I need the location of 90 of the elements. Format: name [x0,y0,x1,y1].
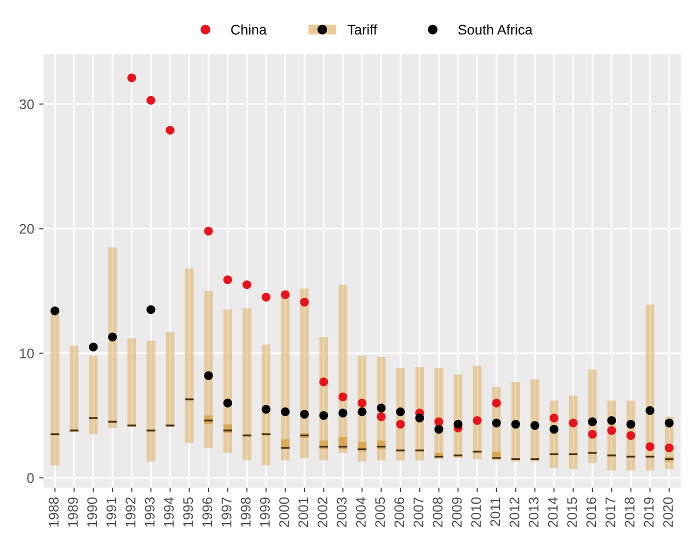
x-tick-label: 2005 [375,497,385,528]
point [242,280,252,290]
point [127,73,136,82]
point [319,411,328,420]
x-tick-label: 1995 [183,497,194,527]
point [396,407,405,416]
point [338,408,348,418]
x-tick-label: 1989 [68,497,78,527]
x-tick-label: 2007 [414,498,424,528]
x-tick-label: 2017 [606,498,616,528]
point [434,424,444,434]
point [108,332,117,342]
point [358,407,366,416]
x-tick-label: 2004 [356,497,366,528]
x-tick-label: 2000 [279,497,290,528]
point [511,420,520,429]
x-tick-label: 2013 [528,497,539,528]
point [626,420,636,429]
point [204,371,213,380]
point [204,226,213,236]
point [262,404,270,414]
point [664,418,674,428]
x-tick-label: 2010 [471,497,481,528]
x-tick-label: 1999 [260,497,270,527]
point [492,398,501,408]
point [434,417,444,426]
point [262,292,270,302]
x-tick-label: 1996 [202,497,212,527]
x-tick-label: 2001 [298,498,308,528]
point [50,306,60,316]
legend-label: Tariff [348,24,378,35]
point [280,407,290,416]
point [568,418,578,428]
point [492,418,501,428]
x-tick-label: 2012 [510,498,520,528]
point [664,444,674,452]
point [472,416,482,425]
x-tick-label: 2011 [490,498,500,526]
y-tick-label: 10 [20,348,34,358]
x-tick-label: 2014 [548,497,558,528]
point [588,417,597,426]
point [300,298,309,307]
point [550,424,558,434]
x-tick-label: 2020 [663,497,673,528]
x-tick-label: 2006 [394,497,404,528]
x-tick-label: 2018 [624,497,635,528]
x-tick-label: 1990 [87,497,98,527]
point [646,442,654,452]
x-tick-label: 2015 [567,497,577,528]
x-tick-label: 2016 [586,497,596,528]
x-tick-label: 2019 [644,497,654,528]
point [415,414,424,422]
point [607,416,616,425]
x-tick-label: 1991 [106,498,116,527]
x-tick-label: 1998 [240,497,251,527]
point [646,406,654,415]
point [530,421,540,430]
y-tick-label: 0 [27,473,34,483]
y-tick-label: 30 [19,99,34,110]
point [588,430,597,439]
x-tick-label: 1993 [144,497,155,527]
point [550,414,558,422]
legend-label: South Africa [458,24,533,35]
x-tick-label: 1992 [126,498,136,527]
x-tick-label: 1988 [48,497,59,527]
x-tick-label: 1997 [222,498,232,527]
point [319,378,328,386]
x-tick-label: 2008 [432,497,443,528]
point [88,342,98,352]
point [223,398,232,408]
point [376,404,386,412]
point [146,96,156,105]
legend-label: China [231,24,267,35]
point [300,410,309,419]
point [626,431,636,440]
y-tick-label: 20 [20,224,34,234]
point [607,426,616,435]
x-tick-label: 2002 [318,498,328,528]
point [358,398,366,408]
x-tick-label: 2003 [336,497,347,528]
x-tick-label: 1994 [164,497,174,527]
point [146,305,156,314]
point [376,412,386,422]
x-tick-label: 2009 [452,497,462,528]
point [223,275,232,284]
point [338,392,348,402]
point [280,290,290,300]
point [454,420,462,429]
point [396,420,405,429]
point [166,126,174,135]
